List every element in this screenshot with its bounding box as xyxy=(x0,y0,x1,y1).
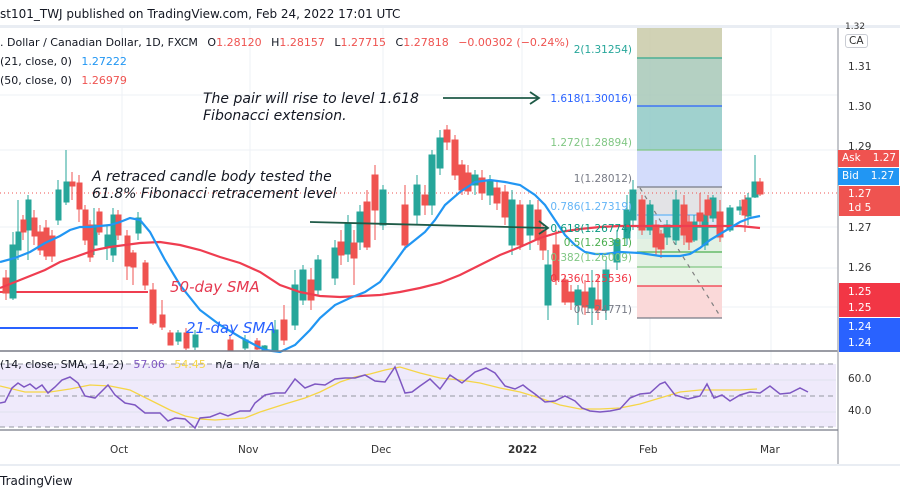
fib-label-0: 0(1.24771) xyxy=(573,304,632,316)
sma50-legend[interactable]: (50, close, 0) 1.26979 xyxy=(0,74,133,87)
fib-label-2: 2(1.31254) xyxy=(573,44,632,56)
rsi-ma-line xyxy=(0,366,758,421)
fib-label-1618: 1.618(1.30016) xyxy=(550,93,632,105)
rsi-value: 57.06 xyxy=(133,358,165,371)
sma21-legend[interactable]: (21, close, 0) 1.27222 xyxy=(0,55,133,68)
symbol-name: . Dollar / Canadian Dollar, 1D, FXCM xyxy=(0,36,198,49)
price-tick: 1.31 xyxy=(848,61,872,73)
fib-label-1272: 1.272(1.28894) xyxy=(550,137,632,149)
sma21-params: (21, close, 0) xyxy=(0,55,72,68)
ohlc-open: O1.28120 xyxy=(207,36,262,49)
annotation-sma21[interactable]: 21-day SMA xyxy=(186,319,276,337)
main-legend: . Dollar / Canadian Dollar, 1D, FXCM O1.… xyxy=(0,36,575,49)
currency-badge[interactable]: CA xyxy=(845,34,868,48)
ohlc-high: H1.28157 xyxy=(271,36,325,49)
sma21-line xyxy=(0,178,761,354)
time-label: Feb xyxy=(639,444,658,456)
sma21-price-tag: 1.24 1.24 xyxy=(839,318,900,352)
rsi-params: (14, close, SMA, 14, 2) xyxy=(0,358,124,371)
ohlc-close: C1.27818 xyxy=(395,36,449,49)
rsi-tick: 40.0 xyxy=(848,405,872,417)
ohlc-low: L1.27715 xyxy=(334,36,387,49)
fib-label-05: 0.5(1.26391) xyxy=(563,237,632,249)
price-tick-top: 1.32 xyxy=(845,22,866,32)
price-tick: 1.27 xyxy=(848,222,872,234)
rsi-legend[interactable]: (14, close, SMA, 14, 2) 57.06 54.45 n/a … xyxy=(0,358,266,371)
chart-canvas[interactable] xyxy=(0,28,900,472)
publish-bar: st101_TWJ published on TradingView.com, … xyxy=(0,0,900,28)
time-label: Mar xyxy=(760,444,780,456)
price-tick: 1.30 xyxy=(848,101,872,113)
sma50-value: 1.26979 xyxy=(81,74,127,87)
sma50-line xyxy=(0,224,761,299)
time-label: Nov xyxy=(238,444,259,456)
last-price-tag: 1.27 1d 5 xyxy=(839,186,900,216)
rsi-ma-value: 54.45 xyxy=(174,358,206,371)
bid-tag: Bid 1.27 xyxy=(838,168,899,185)
annotation-rise[interactable]: The pair will rise to level 1.618 Fibona… xyxy=(203,91,419,124)
fib-label-0236: 0.236(1.25536) xyxy=(550,273,632,285)
fib-label-1: 1(1.28012) xyxy=(573,173,632,185)
arrow-retrace xyxy=(309,220,550,235)
rsi-tick: 60.0 xyxy=(848,373,872,385)
time-label: Dec xyxy=(371,444,392,456)
sma50-params: (50, close, 0) xyxy=(0,74,72,87)
tradingview-brand[interactable]: TradingView xyxy=(0,474,73,488)
annotation-sma50[interactable]: 50-day SMA xyxy=(170,278,260,296)
fibonacci-zones xyxy=(637,28,722,319)
fib-label-0382: 0.382(1.26009) xyxy=(550,252,632,264)
time-label: Oct xyxy=(110,444,129,456)
fib-label-0786: 0.786(1.27319) xyxy=(550,201,632,213)
published-info: st101_TWJ published on TradingView.com, … xyxy=(0,7,401,21)
sma50-price-tag: 1.25 1.25 xyxy=(839,283,900,317)
annotation-retrace[interactable]: A retraced candle body tested the 61.8% … xyxy=(92,169,337,202)
price-tick: 1.26 xyxy=(848,262,872,274)
time-label: 2022 xyxy=(508,444,538,456)
rsi-line xyxy=(0,365,809,430)
rsi-na-1: n/a xyxy=(215,358,233,371)
fib-label-0618: 0.618(1.26774) xyxy=(550,223,632,235)
ask-tag: Ask 1.27 xyxy=(838,150,899,167)
ohlc-change: −0.00302 (−0.24%) xyxy=(458,36,570,49)
sma21-value: 1.27222 xyxy=(81,55,127,68)
rsi-na-2: n/a xyxy=(242,358,260,371)
arrow-rise xyxy=(443,91,541,105)
